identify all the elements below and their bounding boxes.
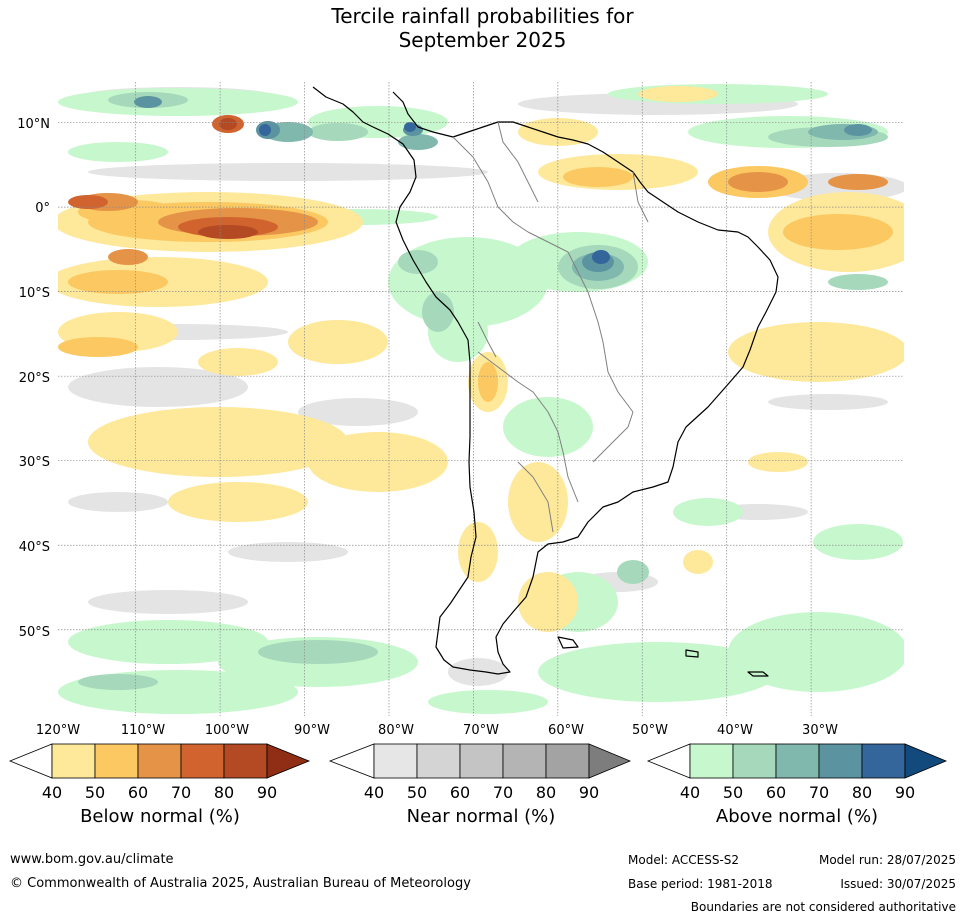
lon-label-90w: 90°W xyxy=(294,723,330,738)
near-tick-70: 70 xyxy=(492,783,514,802)
below-normal-title: Below normal (%) xyxy=(80,806,240,827)
colorbar-below-low-arrow xyxy=(8,743,53,779)
lon-label-50w: 50°W xyxy=(632,723,668,738)
border-layer xyxy=(452,121,649,533)
lon-label-30w: 30°W xyxy=(802,723,838,738)
issued-label: Issued: 30/07/2025 xyxy=(840,877,956,891)
model-run-label: Model run: 28/07/2025 xyxy=(818,853,956,867)
title-line-1: Tercile rainfall probabilities for xyxy=(331,4,634,28)
colorbar-near-bin-4 xyxy=(502,743,547,779)
above-tick-90: 90 xyxy=(894,783,916,802)
colorbar-below-bin-5 xyxy=(223,743,268,779)
website-link[interactable]: www.bom.gov.au/climate xyxy=(10,852,174,867)
lon-label-70w: 70°W xyxy=(463,723,499,738)
colorbar-near-bin-1 xyxy=(373,743,418,779)
colorbar-above-bin-4 xyxy=(818,743,863,779)
colorbar-near-bin-5 xyxy=(545,743,590,779)
lat-label-10n: 10°N xyxy=(17,117,50,132)
coastline-layer xyxy=(312,86,779,677)
above-tick-40: 40 xyxy=(679,783,701,802)
lat-label-0: 0° xyxy=(35,201,50,216)
lat-label-30s: 30°S xyxy=(18,455,50,470)
below-tick-40: 40 xyxy=(41,783,63,802)
above-tick-50: 50 xyxy=(722,783,744,802)
colorbar-near-high-arrow xyxy=(588,743,632,779)
near-tick-40: 40 xyxy=(363,783,385,802)
colorbar-above-low-arrow xyxy=(646,743,691,779)
legend-near-normal xyxy=(328,740,632,840)
below-normal-layer xyxy=(58,86,904,632)
below-tick-60: 60 xyxy=(127,783,149,802)
near-normal-title: Near normal (%) xyxy=(406,806,556,827)
lon-label-40w: 40°W xyxy=(717,723,753,738)
colorbar-above-bin-2 xyxy=(732,743,777,779)
title-line-2: September 2025 xyxy=(398,28,567,52)
colorbar-above xyxy=(646,743,948,779)
lat-label-50s: 50°S xyxy=(18,625,50,640)
below-tick-90: 90 xyxy=(256,783,278,802)
base-period-label: Base period: 1981-2018 xyxy=(628,877,773,891)
colorbar-above-bin-5 xyxy=(861,743,906,779)
lon-label-100w: 100°W xyxy=(204,723,250,738)
lat-label-40s: 40°S xyxy=(18,540,50,555)
colorbar-near xyxy=(328,743,632,779)
lat-label-10s: 10°S xyxy=(18,286,50,301)
graticule-layer xyxy=(58,82,904,716)
copyright-notice: © Commonwealth of Australia 2025, Austra… xyxy=(10,876,471,891)
colorbar-below-bin-2 xyxy=(94,743,139,779)
colorbar-below-bin-1 xyxy=(51,743,96,779)
near-tick-80: 80 xyxy=(535,783,557,802)
lon-label-80w: 80°W xyxy=(378,723,414,738)
colorbar-below-high-arrow xyxy=(266,743,311,779)
colorbar-near-low-arrow xyxy=(328,743,375,779)
model-label: Model: ACCESS-S2 xyxy=(628,853,740,867)
above-tick-70: 70 xyxy=(808,783,830,802)
lon-label-120w: 120°W xyxy=(35,723,81,738)
boundaries-disclaimer: Boundaries are not considered authoritat… xyxy=(690,900,956,914)
lon-label-60w: 60°W xyxy=(548,723,584,738)
rainfall-probability-map xyxy=(58,82,904,716)
lat-label-20s: 20°S xyxy=(18,371,50,386)
below-tick-70: 70 xyxy=(170,783,192,802)
above-tick-80: 80 xyxy=(851,783,873,802)
legend-above-normal xyxy=(646,740,950,840)
colorbar-below xyxy=(8,743,311,779)
colorbar-above-bin-1 xyxy=(689,743,734,779)
above-normal-title: Above normal (%) xyxy=(715,806,879,827)
below-tick-50: 50 xyxy=(84,783,106,802)
above-normal-layer xyxy=(58,84,904,714)
colorbar-near-bin-2 xyxy=(416,743,461,779)
near-tick-60: 60 xyxy=(449,783,471,802)
colorbar-below-bin-3 xyxy=(137,743,182,779)
near-tick-90: 90 xyxy=(578,783,600,802)
legend-below-normal xyxy=(8,740,312,840)
chart-title: Tercile rainfall probabilities for Septe… xyxy=(0,4,965,52)
lon-label-110w: 110°W xyxy=(120,723,166,738)
above-tick-60: 60 xyxy=(765,783,787,802)
colorbar-below-bin-4 xyxy=(180,743,225,779)
colorbar-near-bin-3 xyxy=(459,743,504,779)
below-tick-80: 80 xyxy=(213,783,235,802)
colorbar-above-bin-3 xyxy=(775,743,820,779)
colorbar-above-high-arrow xyxy=(904,743,948,779)
near-tick-50: 50 xyxy=(406,783,428,802)
